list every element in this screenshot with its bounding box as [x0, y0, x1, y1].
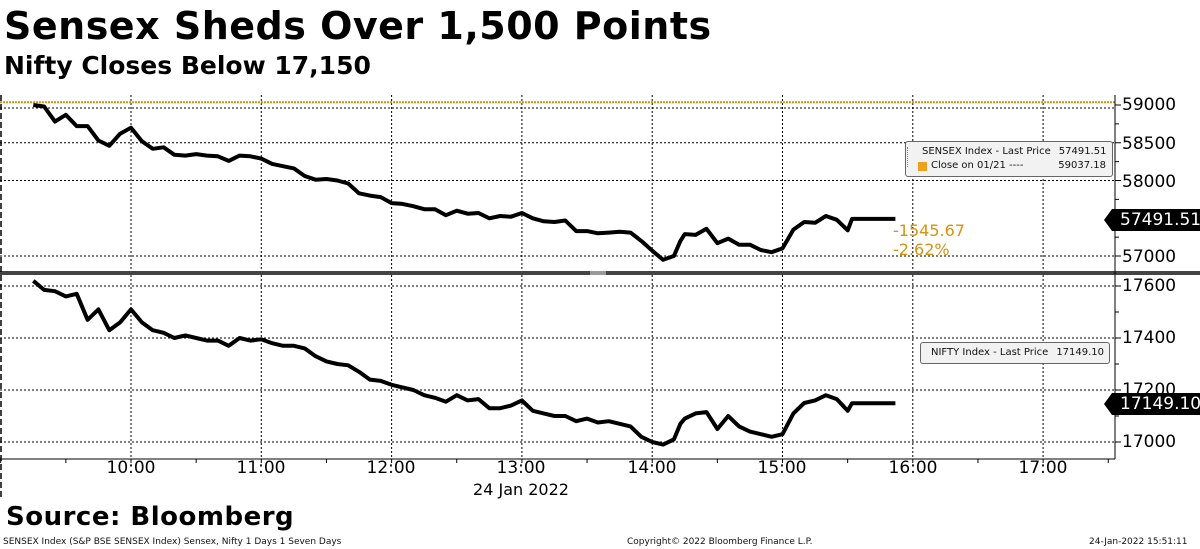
- legend-row-prev-close: Close on 01/21 ---- 59037.18: [912, 159, 1106, 173]
- sensex-last-price-tag: 57491.51: [1103, 209, 1200, 231]
- legend-row-nifty: NIFTY Index - Last Price 17149.10: [927, 346, 1105, 360]
- gridlines: [0, 95, 1115, 459]
- legend-value: 17149.10: [1056, 347, 1105, 358]
- nifty-line: [32, 279, 896, 447]
- footer-timestamp: 24-Jan-2022 15:51:11: [1089, 537, 1188, 547]
- y-tick-label: 17400: [1122, 328, 1177, 348]
- legend-tree-icon[interactable]: [907, 147, 914, 167]
- y-tick-label: 58500: [1122, 134, 1177, 154]
- change-absolute: -1545.67: [893, 221, 965, 240]
- legend-label: SENSEX Index - Last Price: [922, 146, 1051, 157]
- nifty-last-price-tag: 17149.10: [1103, 393, 1200, 415]
- footer-copyright: Copyright© 2022 Bloomberg Finance L.P.: [627, 537, 813, 547]
- y-tick-label: 58000: [1122, 172, 1177, 192]
- x-date-label: 24 Jan 2022: [473, 480, 569, 499]
- sensex-legend[interactable]: SENSEX Index - Last Price 57491.51 Close…: [905, 141, 1113, 177]
- legend-value: 57491.51: [1058, 146, 1107, 157]
- source-label: Source: Bloomberg: [6, 502, 295, 532]
- y-tick-label: 59000: [1122, 95, 1177, 115]
- legend-label: Close on 01/21 ----: [931, 160, 1024, 171]
- legend-row-sensex: SENSEX Index - Last Price 57491.51: [912, 145, 1106, 159]
- x-tick-label: 14:00: [627, 458, 677, 478]
- nifty-legend[interactable]: NIFTY Index - Last Price 17149.10: [920, 342, 1110, 364]
- y-tick-label: 57000: [1122, 247, 1177, 267]
- x-tick-label: 17:00: [1018, 458, 1068, 478]
- x-tick-label: 13:00: [496, 458, 546, 478]
- y-tick-label: 17000: [1122, 432, 1177, 452]
- change-percent: -2.62%: [893, 240, 950, 259]
- panel-resize-handle[interactable]: [590, 271, 606, 275]
- legend-swatch-orange: [918, 161, 927, 171]
- chart-title: Sensex Sheds Over 1,500 Points: [4, 4, 712, 48]
- legend-value: 59037.18: [1058, 160, 1106, 171]
- chart-subtitle: Nifty Closes Below 17,150: [4, 51, 371, 80]
- x-tick-label: 11:00: [236, 458, 286, 478]
- x-tick-label: 12:00: [366, 458, 416, 478]
- axis-ticks: [0, 104, 1121, 463]
- y-tick-label: 17600: [1122, 276, 1177, 296]
- x-tick-label: 16:00: [888, 458, 938, 478]
- legend-label: NIFTY Index - Last Price: [931, 347, 1049, 358]
- sensex-line: [33, 103, 896, 262]
- footer-description: SENSEX Index (S&P BSE SENSEX Index) Sens…: [3, 537, 342, 547]
- x-tick-label: 10:00: [106, 458, 156, 478]
- x-tick-label: 15:00: [757, 458, 807, 478]
